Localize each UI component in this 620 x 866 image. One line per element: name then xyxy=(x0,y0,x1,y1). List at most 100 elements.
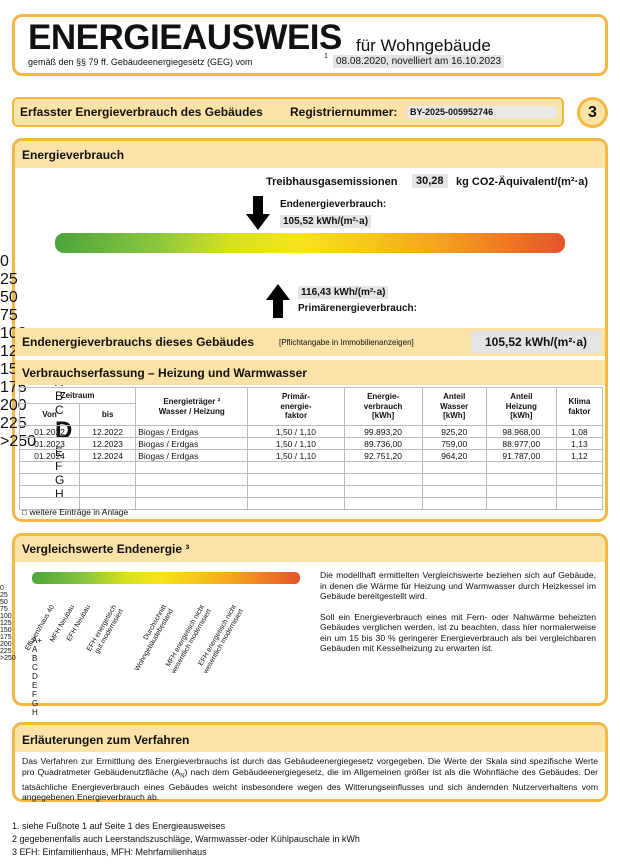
primary-arrow xyxy=(266,284,290,318)
table-cell: 1,50 / 1,10 xyxy=(247,437,345,450)
table-header: bis xyxy=(79,403,137,426)
empty-cell xyxy=(421,497,487,510)
class-divider xyxy=(32,572,300,580)
empty-cell xyxy=(79,461,137,474)
empty-cell xyxy=(421,485,487,498)
empty-cell xyxy=(485,461,557,474)
explanation-text: Das Verfahren zur Ermittlung des Energie… xyxy=(22,756,598,803)
header-line: Wasser xyxy=(440,401,469,411)
table-cell: 99.893,20 xyxy=(343,425,423,438)
comparison-heading: Vergleichswerte Endenergie ³ xyxy=(22,542,190,556)
header-line: Anteil xyxy=(443,392,466,402)
header-line: [kWh] xyxy=(443,411,466,421)
table-cell: 89.736,00 xyxy=(343,437,423,450)
empty-cell xyxy=(247,461,345,474)
energy-scale-numbers: 0 25 50 75 100 125 150 175 200 225 >250 xyxy=(0,253,620,450)
scale-number: 25 xyxy=(0,271,18,288)
table-header: Primär-energie-faktor xyxy=(247,387,345,426)
table-header: Klima faktor xyxy=(555,387,604,426)
empty-cell xyxy=(135,461,249,474)
reference-line: Effizienzhaus 40 xyxy=(24,604,57,652)
scale-number: 50 xyxy=(0,289,18,306)
table-cell: 964,20 xyxy=(421,449,487,462)
consumption-band xyxy=(15,360,605,385)
end-value: 105,52 kWh/(m²·a) xyxy=(280,215,372,228)
empty-row xyxy=(18,461,604,474)
empty-cell xyxy=(79,473,137,486)
class-label: H xyxy=(32,708,38,717)
header-line: Anteil xyxy=(510,392,533,402)
section-label: Erfasster Energieverbrauch des Gebäudes xyxy=(20,105,263,119)
table-cell: Biogas / Erdgas xyxy=(135,449,249,462)
empty-cell xyxy=(421,473,487,486)
class-label: A+ xyxy=(32,636,43,645)
class-label: C xyxy=(32,663,38,672)
table-cell: 01.2022 xyxy=(18,425,81,438)
table-cell: 01.2023 xyxy=(18,437,81,450)
scale-number: 175 xyxy=(0,634,12,641)
table-row: 01.2022 12.2022 Biogas / Erdgas 1,50 / 1,10… xyxy=(18,425,604,438)
title: ENERGIEAUSWEIS xyxy=(28,18,342,57)
header-line: Primär- xyxy=(281,392,310,402)
empty-cell xyxy=(555,497,604,510)
paragraph: Die modellhaft ermittelten Vergleichswer… xyxy=(320,570,596,601)
header-line: Heizung xyxy=(505,401,537,411)
class-label: E xyxy=(32,681,38,690)
scale-number: 125 xyxy=(0,620,12,627)
table-header: Von xyxy=(18,403,81,426)
table-cell: Biogas / Erdgas xyxy=(135,425,249,438)
summary-value: 105,52 kWh/(m²·a) xyxy=(471,331,601,353)
header-line: [kWh] xyxy=(510,411,533,421)
scale-number: 50 xyxy=(0,599,8,606)
table-header: Energie-verbrauch [kWh] xyxy=(343,387,423,426)
table-cell: 92.751,20 xyxy=(343,449,423,462)
table-cell: 1,08 xyxy=(555,425,604,438)
header-line: verbrauch xyxy=(363,401,403,411)
table-cell: 88.977,00 xyxy=(485,437,557,450)
scale-number: 25 xyxy=(0,592,8,599)
scale-number: 225 xyxy=(0,648,12,655)
subtitle: für Wohngebäude xyxy=(356,36,491,55)
empty-row xyxy=(18,485,604,498)
primary-value: 116,43 kWh/(m²·a) xyxy=(298,286,389,299)
table-header: Zeitraum xyxy=(18,387,137,404)
scale-number: 150 xyxy=(0,627,12,634)
comparison-scale: A+ A B C D E F G H xyxy=(32,572,300,717)
paragraph: Soll ein Energieverbrauch eines mit Fern… xyxy=(320,611,596,654)
scale-number: 100 xyxy=(0,613,12,620)
emissions-value: 30,28 xyxy=(412,174,448,188)
reference-label: Effizienzhaus 40 xyxy=(24,604,57,652)
class-label: F xyxy=(32,690,37,699)
header-row: Zeitraum Energieträger ² Wasser / Heizung P… xyxy=(18,387,604,426)
footnote-ref: 1 xyxy=(324,53,328,60)
empty-cell xyxy=(485,485,557,498)
empty-cell xyxy=(18,461,81,474)
empty-cell xyxy=(135,473,249,486)
energy-band xyxy=(15,141,605,168)
empty-cell xyxy=(79,485,137,498)
header-line: Zeitraum xyxy=(60,390,95,400)
explanation-text-part: ) nach dem Gebäudeenergiegesetz, die im … xyxy=(22,766,598,803)
registration-number: BY-2025-005952746 xyxy=(407,106,557,118)
emissions-unit: kg CO2-Äquivalent/(m²·a) xyxy=(456,176,589,188)
explanation-heading: Erläuterungen zum Verfahren xyxy=(22,733,190,747)
table-cell: Biogas / Erdgas xyxy=(135,437,249,450)
header-line: Wasser / Heizung xyxy=(158,406,225,416)
header-row: Von bis xyxy=(18,403,603,426)
header-line: faktor xyxy=(568,406,591,416)
table-cell: 925,20 xyxy=(421,425,487,438)
header-box xyxy=(12,14,608,76)
empty-cell xyxy=(343,461,423,474)
empty-cell xyxy=(247,485,345,498)
date: 08.08.2020, novelliert am 16.10.2023 xyxy=(333,55,505,68)
empty-cell xyxy=(135,497,249,510)
energy-heading: Energieverbrauch xyxy=(22,148,125,162)
footnote: 1. siehe Fußnote 1 auf Seite 1 des Energ… xyxy=(12,821,226,831)
table-header: Energieträger ² Wasser / Heizung xyxy=(135,387,249,426)
table-cell: 01.2024 xyxy=(18,449,81,462)
law: gemäß den §§ 79 ff. Gebäudeenergiegesetz… xyxy=(28,57,253,67)
empty-cell xyxy=(421,461,487,474)
header-line: energie- xyxy=(280,401,312,411)
scale-number: 75 xyxy=(0,307,18,324)
